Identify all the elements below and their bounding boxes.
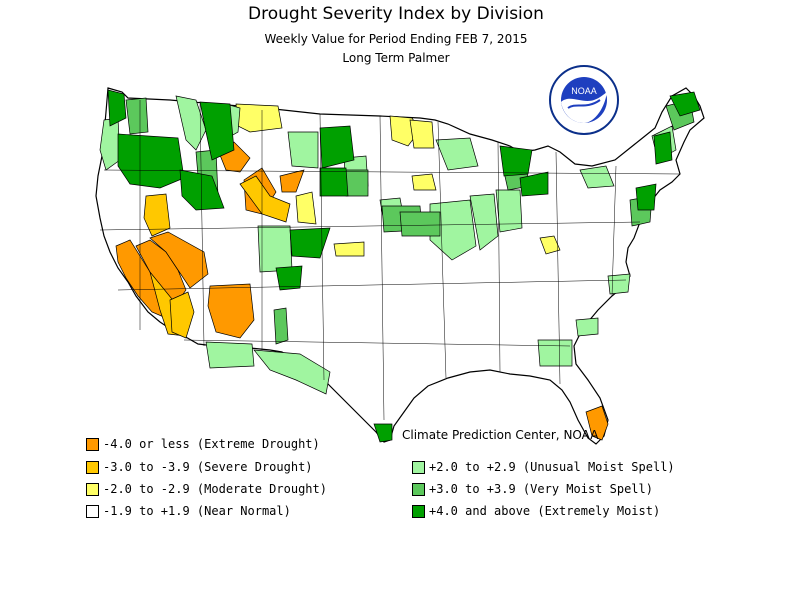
division-mi-south <box>519 171 549 197</box>
map-subtitle: Weekly Value for Period Ending FEB 7, 20… <box>264 32 528 46</box>
division-nd-west <box>319 167 349 197</box>
legend-swatch <box>86 482 99 496</box>
division-mt-central <box>287 131 319 169</box>
extremely-moist-divisions <box>107 89 701 443</box>
legend-item-moderate-drought: -2.0 to -2.9 (Moderate Drought) <box>86 481 327 497</box>
unusual-moist-divisions <box>99 95 677 395</box>
division-wy-sw <box>279 169 305 193</box>
division-nm-west <box>205 341 255 369</box>
division-il-central <box>469 193 499 251</box>
legend-swatch <box>412 460 425 474</box>
legend-swatch <box>86 460 99 474</box>
division-co-west <box>257 225 293 273</box>
division-or-north <box>117 133 185 189</box>
division-wy-east <box>295 191 317 225</box>
noaa-logo: NOAA <box>549 65 619 135</box>
map-index-type: Long Term Palmer <box>342 51 450 65</box>
legend-swatch <box>86 437 99 451</box>
legend-item-extremely-moist: +4.0 and above (Extremely Moist) <box>412 503 660 519</box>
division-ny-west <box>579 165 615 189</box>
legend-item-unusual-moist: +2.0 to +2.9 (Unusual Moist Spell) <box>412 459 675 475</box>
division-mn-west <box>409 119 435 149</box>
legend-label: -2.0 to -2.9 (Moderate Drought) <box>103 482 327 496</box>
legend-swatch <box>412 482 425 496</box>
division-lines <box>99 100 681 421</box>
division-nm-east <box>275 265 303 291</box>
division-nm-north <box>273 307 289 345</box>
legend-label: -3.0 to -3.9 (Severe Drought) <box>103 460 313 474</box>
division-vt <box>653 131 673 165</box>
division-tx-west <box>253 349 331 395</box>
map-title: Drought Severity Index by Division <box>248 4 544 24</box>
division-co-east <box>289 227 331 259</box>
legend-item-near-normal: -1.9 to +1.9 (Near Normal) <box>86 503 291 519</box>
severe-drought-divisions <box>143 175 291 339</box>
logo-text: NOAA <box>571 86 597 96</box>
division-wa-central <box>125 97 149 135</box>
division-az-west <box>169 291 195 339</box>
legend-label: -4.0 or less (Extreme Drought) <box>103 437 320 451</box>
division-fl-south <box>585 405 609 441</box>
division-ny-east <box>669 91 701 117</box>
division-wa-north <box>107 89 127 127</box>
legend-label: +4.0 and above (Extremely Moist) <box>429 504 661 518</box>
legend-label: -1.9 to +1.9 (Near Normal) <box>103 504 291 518</box>
division-oh-east <box>539 235 561 255</box>
legend-label: +2.0 to +2.9 (Unusual Moist Spell) <box>429 460 675 474</box>
division-tx-coast <box>373 423 393 443</box>
legend-label: +3.0 to +3.9 (Very Moist Spell) <box>429 482 653 496</box>
legend-item-severe-drought: -3.0 to -3.9 (Severe Drought) <box>86 459 313 475</box>
division-pa-west <box>635 183 657 211</box>
division-mi-north <box>499 145 533 177</box>
division-mt-east <box>319 125 355 169</box>
division-nv-north <box>143 193 171 237</box>
division-id-east <box>199 101 235 161</box>
division-ga-north <box>537 339 573 367</box>
moderate-drought-divisions <box>235 103 561 257</box>
division-id-north <box>175 95 207 151</box>
division-ia-north <box>411 173 437 191</box>
division-mt-north <box>235 103 283 133</box>
legend-swatch <box>412 504 425 518</box>
division-ks-east <box>399 211 441 237</box>
division-sc-central <box>575 317 599 337</box>
division-az-east <box>207 283 255 339</box>
credit-text: Climate Prediction Center, NOAA <box>402 428 599 442</box>
division-nv-south <box>149 231 209 289</box>
division-wi-north <box>435 137 479 171</box>
division-in-central <box>495 189 523 233</box>
division-nc-east <box>607 273 631 295</box>
legend-swatch <box>86 504 99 518</box>
division-ks-west <box>333 241 365 257</box>
division-wy-north <box>179 169 225 211</box>
legend-item-very-moist: +3.0 to +3.9 (Very Moist Spell) <box>412 481 653 497</box>
legend-item-extreme-drought: -4.0 or less (Extreme Drought) <box>86 436 320 452</box>
